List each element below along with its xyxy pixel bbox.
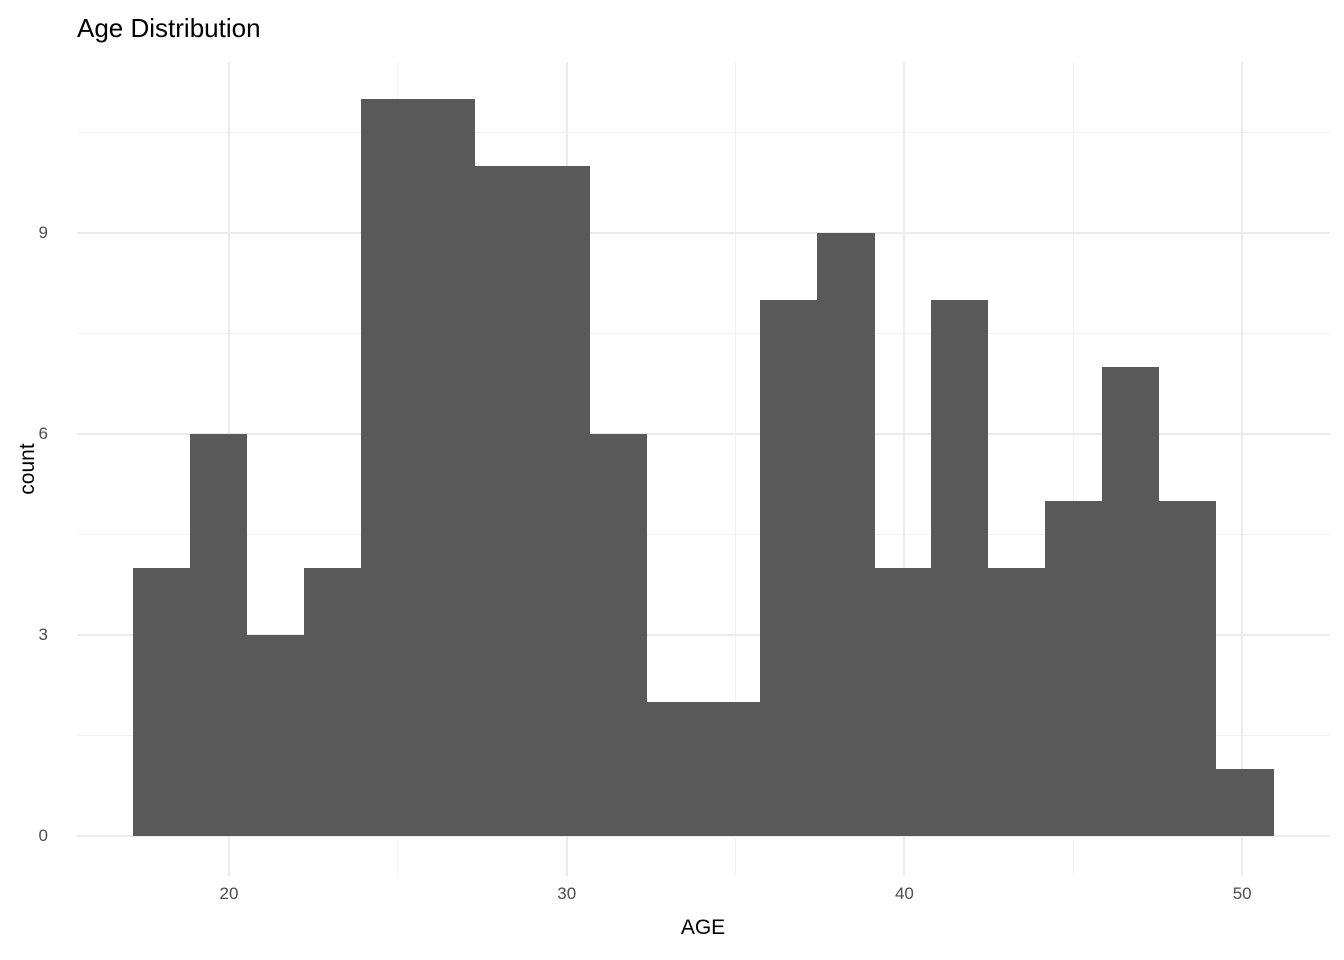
histogram-bar [1215,768,1274,836]
histogram-bar [361,98,419,836]
histogram-bar [190,433,248,836]
histogram-bar [987,567,1046,836]
x-gridline-major [1241,62,1244,876]
y-tick-label: 0 [38,825,48,845]
histogram-bar [246,634,305,836]
histogram-bar [474,165,533,836]
x-tick-label: 40 [894,884,914,903]
y-gridline-minor [77,533,1330,535]
y-axis-title-text: count [16,443,39,495]
y-tick-label: 3 [38,624,48,644]
histogram-bar [133,567,191,836]
histogram-bar [1102,366,1160,836]
y-gridline-major [77,231,1330,234]
x-tick-label: 50 [1232,884,1252,903]
y-tick-label: 9 [38,222,48,242]
histogram-bar [930,299,989,836]
x-tick-label: 30 [557,884,577,903]
x-gridline-major [903,62,906,876]
y-gridline-minor [77,332,1330,334]
x-axis-title: AGE [680,916,726,939]
histogram-bar [816,232,875,836]
histogram-bar [646,701,704,836]
y-gridline-major [77,633,1330,636]
histogram-bar [531,165,590,836]
x-gridline-minor [1072,62,1074,876]
y-tick-label: 6 [38,423,48,443]
histogram-bar [702,701,761,836]
y-gridline-major [77,432,1330,435]
y-gridline-minor [77,131,1330,133]
x-tick-label: 20 [219,884,239,903]
histogram-bar [418,98,476,836]
histogram-bar [303,567,362,836]
plot-title: Age Distribution [77,13,261,43]
histogram-bar [874,567,932,836]
histogram-bar [1044,500,1103,836]
chart-panel [77,62,1330,876]
x-gridline-minor [735,62,737,876]
histogram-bar [1158,500,1217,836]
histogram-bar [759,299,818,836]
histogram-bar [589,433,647,836]
y-gridline-major [77,834,1330,837]
